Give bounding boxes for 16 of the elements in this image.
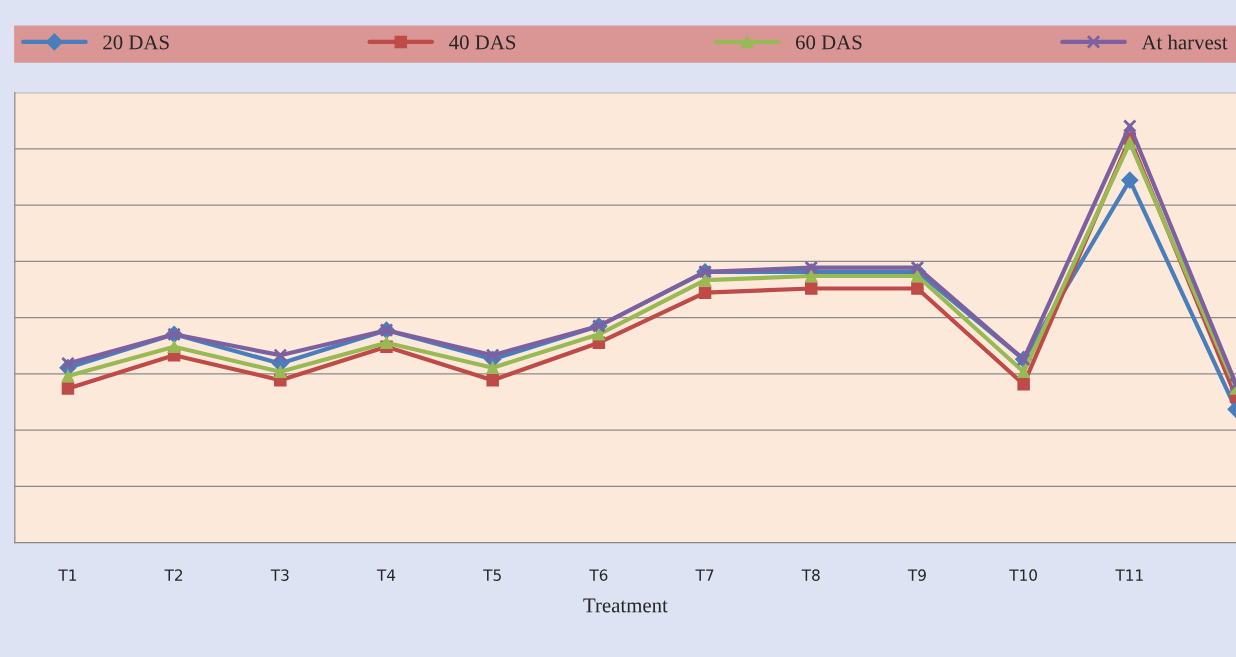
x-tick-label: T8 [801,569,820,581]
legend-label: At harvest [1141,34,1228,50]
x-tick-label: T4 [376,569,396,581]
x-tick-label: T9 [907,569,926,581]
legend-label: 60 DAS [795,35,862,50]
legend-label: 40 DAS [449,35,516,50]
x-tick-label: T11 [1115,569,1143,581]
x-tick-label: T10 [1009,569,1037,581]
x-tick-label: T6 [589,569,608,581]
x-tick-label: T7 [695,569,714,581]
x-tick-label: T2 [164,569,183,581]
x-tick-label: T1 [58,569,77,581]
x-tick-label: T5 [483,569,501,581]
x-tick-label: T3 [270,569,289,581]
legend-label: 20 DAS [103,35,169,50]
x-axis-title: Treatment [583,598,668,613]
